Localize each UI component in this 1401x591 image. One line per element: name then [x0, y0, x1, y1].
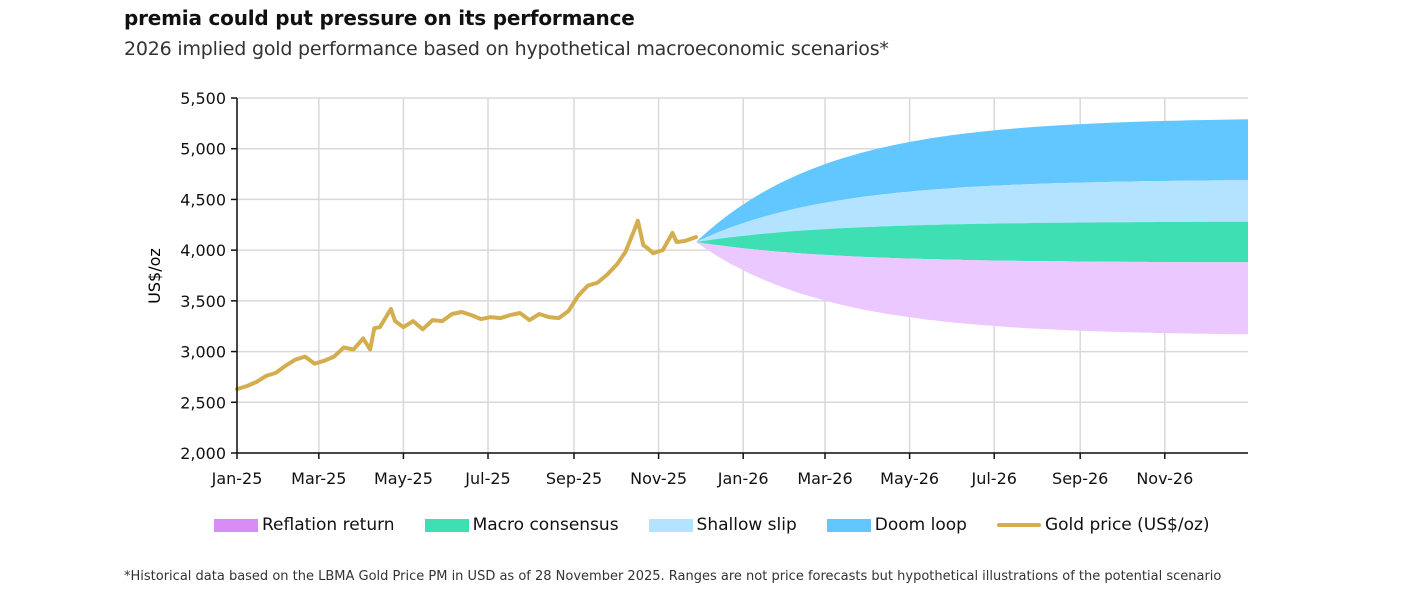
x-tick-label: Nov-26 — [1136, 469, 1193, 488]
x-tick-label: Sep-25 — [546, 469, 602, 488]
y-tick-label: 3,500 — [180, 292, 226, 311]
scenario-area-doom — [696, 119, 1248, 242]
chart-title: premia could put pressure on its perform… — [124, 6, 635, 30]
y-axis-label: US$/oz — [145, 248, 164, 304]
x-tick-label: Mar-25 — [291, 469, 346, 488]
legend-label: Macro consensus — [472, 515, 619, 535]
legend-swatch — [996, 523, 1041, 527]
legend-swatch — [424, 518, 469, 532]
y-tick-label: 3,000 — [180, 343, 226, 362]
legend-item-gold: Gold price (US$/oz) — [996, 515, 1210, 535]
x-tick-labels: Jan-25 Mar-25 May-25 Jul-25 Sep-25 Nov-25 Jan-… — [211, 469, 1194, 488]
chart-subtitle: 2026 implied gold performance based on h… — [124, 38, 889, 60]
y-tick-label: 5,500 — [180, 89, 226, 108]
legend-item-doom: Doom loop — [826, 515, 967, 535]
scenario-area-macro — [696, 221, 1248, 263]
gold-price-line — [235, 218, 698, 392]
legend-item-shallow: Shallow slip — [648, 515, 797, 535]
legend-swatch — [826, 518, 871, 532]
y-tick-label: 5,000 — [180, 140, 226, 159]
x-tick-label: May-25 — [374, 469, 433, 488]
x-tick-label: Sep-26 — [1052, 469, 1108, 488]
x-tick-label: Jan-26 — [717, 469, 769, 488]
legend-label: Reflation return — [262, 515, 395, 535]
scenario-areas — [696, 119, 1248, 335]
legend-label: Shallow slip — [696, 515, 797, 535]
x-tick-label: May-26 — [880, 469, 939, 488]
x-tick-label: Jul-25 — [464, 469, 510, 488]
legend-label: Gold price (US$/oz) — [1044, 515, 1210, 535]
legend-label: Doom loop — [874, 515, 967, 535]
legend-item-reflation: Reflation return — [214, 515, 395, 535]
x-tick-label: Jul-26 — [970, 469, 1016, 488]
legend: Reflation return Macro consensus Shallow s… — [214, 515, 1240, 535]
y-tick-label: 2,500 — [180, 393, 226, 412]
x-tick-label: Nov-25 — [630, 469, 687, 488]
scenario-area-shallow — [696, 180, 1248, 242]
legend-item-macro: Macro consensus — [424, 515, 619, 535]
x-tick-label: Jan-25 — [211, 469, 263, 488]
scenario-area-reflation — [696, 242, 1248, 335]
footnote: *Historical data based on the LBMA Gold … — [124, 569, 1222, 584]
legend-swatch — [648, 518, 693, 532]
x-tick-label: Mar-26 — [797, 469, 852, 488]
gold-price-series — [235, 218, 698, 392]
legend-swatch — [214, 518, 258, 532]
y-tick-labels: 2,000 2,500 3,000 3,500 4,000 4,500 5,000 5,500 — [180, 89, 226, 463]
y-tick-label: 2,000 — [180, 444, 226, 463]
y-tick-label: 4,000 — [180, 241, 226, 260]
axes — [231, 97, 1248, 459]
y-tick-label: 4,500 — [180, 190, 226, 209]
gold-scenario-chart: 2,000 2,500 3,000 3,500 4,000 4,500 5,000 5,500… — [145, 89, 1248, 488]
